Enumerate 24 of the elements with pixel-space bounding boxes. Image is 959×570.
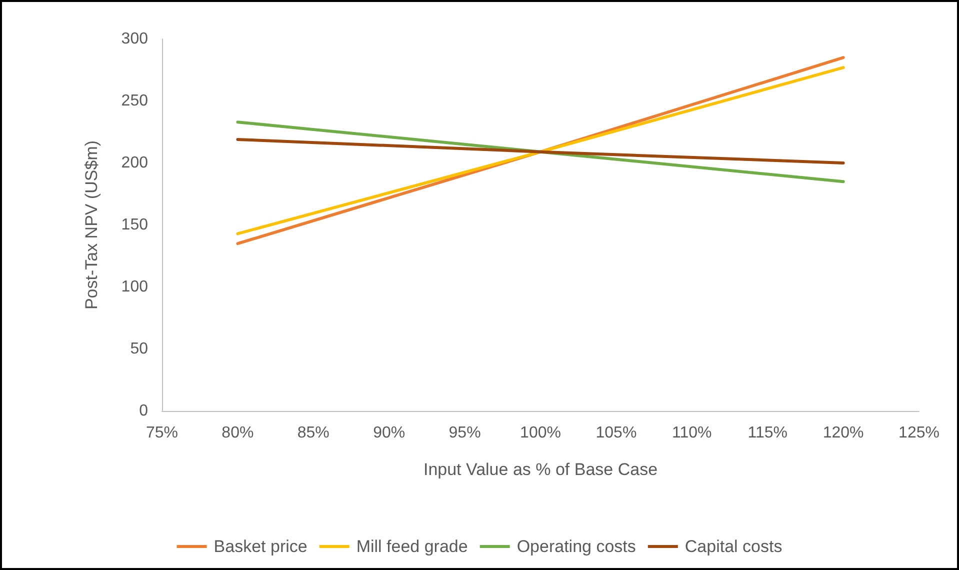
y-tick-label: 300 xyxy=(121,30,148,48)
y-axis-title: Post-Tax NPV (US$m) xyxy=(82,140,101,310)
x-tick-label: 90% xyxy=(373,424,406,442)
legend-label: Mill feed grade xyxy=(356,537,468,556)
legend-label: Capital costs xyxy=(684,537,782,556)
x-tick-label: 125% xyxy=(898,424,940,442)
x-tick-label: 120% xyxy=(822,424,864,442)
x-tick-label: 85% xyxy=(297,424,330,442)
y-tick-label: 200 xyxy=(121,154,148,172)
y-tick-label: 150 xyxy=(121,216,148,234)
legend-label: Basket price xyxy=(214,537,308,556)
x-tick-label: 100% xyxy=(520,424,561,442)
y-tick-label: 0 xyxy=(139,402,148,420)
y-tick-label: 250 xyxy=(121,92,148,110)
x-tick-label: 115% xyxy=(748,424,788,442)
x-tick-label: 75% xyxy=(146,424,178,442)
x-tick-label: 95% xyxy=(448,424,481,442)
y-tick-label: 100 xyxy=(121,278,148,296)
x-tick-label: 80% xyxy=(222,424,254,442)
legend-label: Operating costs xyxy=(516,537,636,556)
x-axis-title: Input Value as % of Base Case xyxy=(423,460,658,479)
y-tick-label: 50 xyxy=(130,340,148,358)
x-tick-label: 110% xyxy=(672,424,712,442)
x-tick-label: 105% xyxy=(596,424,637,442)
